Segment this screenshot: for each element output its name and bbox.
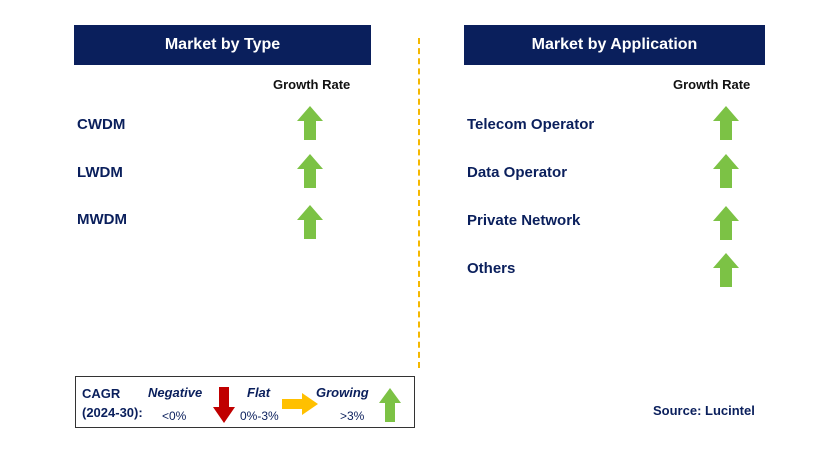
legend-flat-label: Flat xyxy=(247,385,271,400)
right-growth-rate-label: Growth Rate xyxy=(673,77,751,92)
left-item-label: MWDM xyxy=(77,211,127,228)
growing-arrow-icon xyxy=(297,205,323,239)
growing-arrow-icon xyxy=(713,106,739,140)
growing-arrow-icon xyxy=(297,106,323,140)
source-label: Source: Lucintel xyxy=(653,403,755,418)
legend-negative-range: <0% xyxy=(162,409,187,423)
legend-negative-label: Negative xyxy=(148,385,203,400)
left-item-label: LWDM xyxy=(77,164,123,181)
legend-period-label: (2024-30): xyxy=(82,405,143,420)
growing-arrow-icon xyxy=(379,388,401,422)
growing-arrow-icon xyxy=(713,253,739,287)
right-item-label: Private Network xyxy=(467,212,581,229)
growing-arrow-icon xyxy=(713,206,739,240)
left-item-label: CWDM xyxy=(77,116,126,133)
right-item-label: Others xyxy=(467,260,516,277)
left-panel-title: Market by Type xyxy=(74,25,371,65)
legend-flat-range: 0%-3% xyxy=(240,409,279,423)
growing-arrow-icon xyxy=(713,154,739,188)
right-panel-title: Market by Application xyxy=(464,25,765,65)
cagr-legend: CAGR (2024-30): Negative <0% Flat 0%-3% … xyxy=(75,376,415,428)
legend-growing-label: Growing xyxy=(316,385,369,400)
legend-growing-range: >3% xyxy=(340,409,365,423)
right-item-label: Data Operator xyxy=(467,164,568,181)
panel-divider xyxy=(418,38,420,368)
growing-arrow-icon xyxy=(297,154,323,188)
right-item-label: Telecom Operator xyxy=(467,116,595,133)
legend-cagr-label: CAGR xyxy=(82,386,121,401)
flat-arrow-icon xyxy=(282,393,318,415)
left-growth-rate-label: Growth Rate xyxy=(273,77,351,92)
negative-arrow-icon xyxy=(213,387,235,423)
